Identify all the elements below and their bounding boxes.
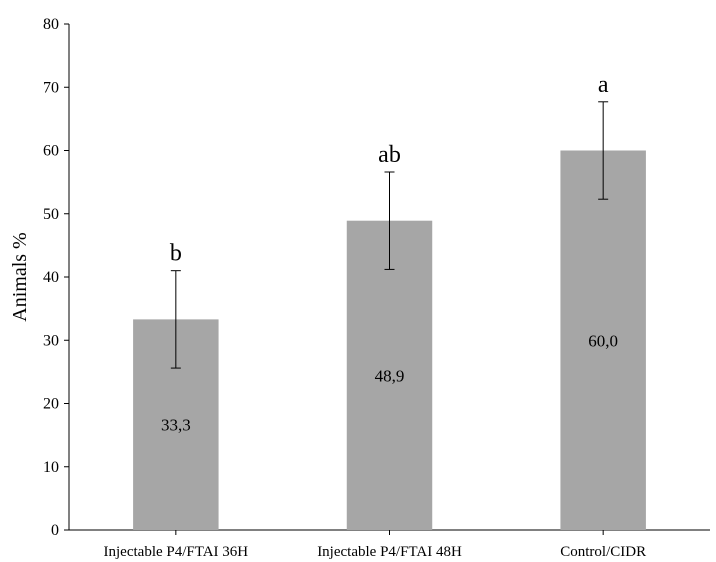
y-tick-label: 80	[43, 16, 59, 33]
y-tick-label: 40	[43, 269, 59, 286]
y-tick-label: 0	[51, 522, 59, 539]
x-tick-label: Injectable P4/FTAI 48H	[317, 544, 462, 560]
significance-letter: ab	[378, 142, 401, 168]
y-tick-label: 60	[43, 143, 59, 160]
y-tick-label: 10	[43, 459, 59, 476]
y-axis-label: Animals %	[9, 232, 31, 321]
data-label: 33,3	[161, 416, 191, 435]
x-tick-label: Control/CIDR	[560, 544, 646, 560]
x-tick-labels: Injectable P4/FTAI 36H Injectable P4/FTAI…	[104, 530, 646, 560]
bar	[560, 150, 646, 530]
y-tick-label: 70	[43, 79, 59, 96]
data-label: 48,9	[375, 366, 405, 385]
y-tick-label: 50	[43, 206, 59, 223]
bars: b 33,3 ab 48,9 a 60,0	[133, 72, 646, 530]
y-ticks: 0 10 20 30 40 50 60 70 80	[43, 16, 69, 539]
x-tick-label: Injectable P4/FTAI 36H	[104, 544, 249, 560]
y-tick-label: 30	[43, 332, 59, 349]
significance-letter: b	[170, 241, 182, 267]
data-label: 60,0	[588, 331, 618, 350]
y-tick-label: 20	[43, 396, 59, 413]
significance-letter: a	[598, 72, 609, 98]
bar	[346, 220, 433, 530]
